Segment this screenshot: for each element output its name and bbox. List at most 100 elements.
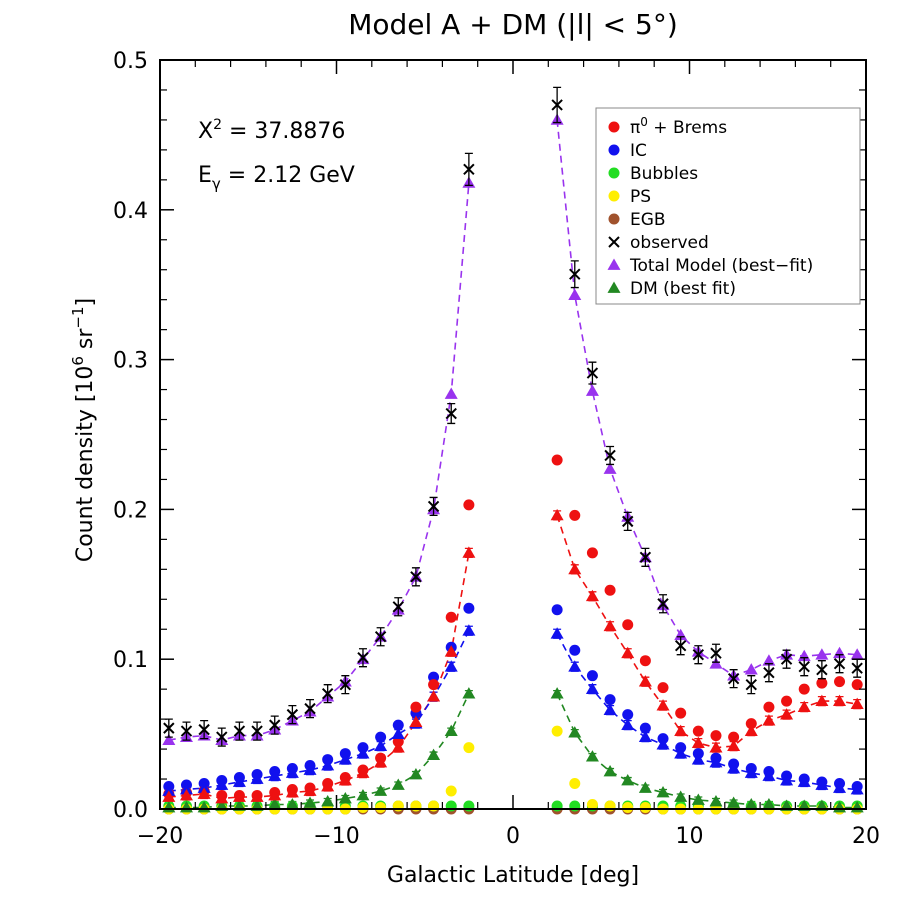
observed-point [851,662,863,674]
dm-point [409,768,423,780]
pi0-model-point [427,690,441,702]
dm-model-curve-neg [168,693,470,809]
pi0-model-point [268,789,282,801]
total-model-point [162,733,176,745]
dm-point [321,795,335,807]
pi0-model-point [321,780,335,792]
pi0-model-point [815,694,829,707]
ps-point [357,802,369,814]
pi0-model-point [250,790,264,802]
ps-point [586,799,598,811]
legend-marker [607,281,621,293]
observed-point [251,725,263,737]
ic-point [551,604,563,616]
observed-point [833,657,846,670]
observed-point [180,725,193,737]
ic-model-point [232,775,246,787]
legend-marker [608,121,620,133]
observed-point [269,719,281,731]
observed-point [604,449,616,462]
y-tick-label: 0.5 [113,49,148,74]
observed-point [286,708,299,721]
pi0-brems-point [657,682,669,694]
pi0-brems-point [569,509,581,521]
pi0-brems-point [851,679,863,691]
observed-point [392,601,404,613]
legend-marker [608,190,620,202]
pi0-brems-point [675,707,687,719]
ic-model-point [568,660,582,672]
x-tick-label: 10 [676,824,704,849]
dm-point [621,774,635,786]
ic-model-curve-pos [556,633,858,791]
ic-model-point [744,766,758,778]
chi2-base: X [198,119,213,144]
x-tick-label: −10 [313,824,359,849]
pi0-model-point [656,699,670,711]
pi0-model-point [374,756,388,768]
dm-model-curve-pos [556,693,858,809]
chart-title: Model A + DM (|l| < 5°) [348,8,678,41]
ic-model-point [303,763,317,775]
ic-point [639,722,651,734]
pi0-brems-point [604,584,616,596]
dm-point [585,750,599,762]
observed-point [692,648,705,661]
dm-point [303,796,317,808]
dm-point [656,786,670,798]
total-model-point [744,663,758,675]
y-tick-label: 0.1 [113,648,148,673]
pi0-model-point [303,784,317,796]
ic-point [375,731,387,743]
observed-point [780,653,793,665]
observed-point [586,367,599,379]
x-axis-title: Galactic Latitude [deg] [387,863,639,888]
observed-point [639,551,652,564]
pi0-model-point [232,790,246,802]
legend-label-main: DM (best fit) [630,279,736,299]
legend-label-main: Total Model (best−fit) [629,256,813,276]
ic-point [569,644,581,656]
pi0-brems-point [410,701,422,713]
ic-model-point [850,783,864,795]
pi0-model-point [409,715,423,727]
observed-point [374,631,387,643]
legend-label: IC [630,141,647,161]
x-tick-label: 0 [506,824,520,849]
legend-label-main: π [630,118,640,138]
pi0-brems-point [763,701,775,713]
ic-point [604,694,616,706]
observed-point [763,666,775,679]
observed-point [233,725,246,737]
pi0-model-point [285,786,299,798]
pi0-brems-point [816,677,828,689]
observed-point [216,731,228,743]
dm-point [338,792,352,804]
total-model-curve-neg [168,182,470,741]
legend-label: Bubbles [630,164,698,184]
pi0-model-point [780,708,794,720]
dm-point [762,798,776,810]
dm-point [550,687,564,699]
observed-point [163,722,175,734]
pi0-model-point [621,646,635,659]
ic-model-point [356,747,370,759]
observed-point [798,660,810,673]
pi0-model-point [356,766,370,778]
ic-model-point [585,682,599,695]
ic-model-point [709,756,723,768]
pi0-model-point [444,645,458,657]
y-axis-title-suffix: ] [73,298,98,307]
observed-point [657,598,669,610]
y-axis-title-mid: sr [73,328,98,356]
observed-point [622,515,634,528]
ic-model-point [215,778,229,790]
dm-point [356,789,370,801]
pi0-brems-point [622,619,634,631]
legend-marker [607,258,621,270]
ic-model-point [603,703,617,716]
observed-point [357,651,369,664]
pi0-model-point [568,562,582,575]
total-model-point [762,654,776,666]
observed-point [551,99,563,111]
